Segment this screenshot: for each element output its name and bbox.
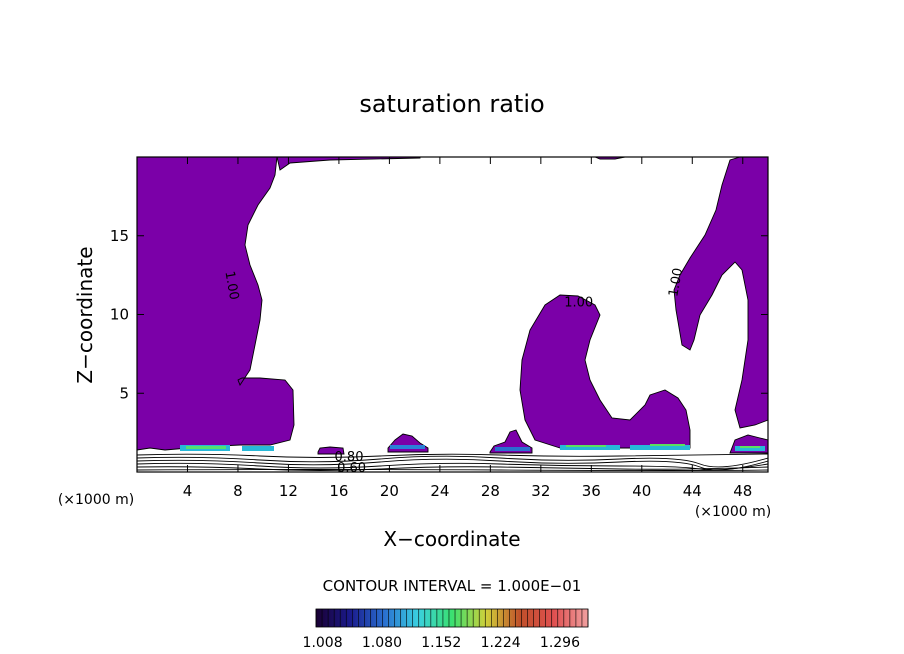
colorbar-labels: 1.008 1.080 1.152 1.224 1.296 (303, 635, 581, 651)
colorbar-ticks (315, 609, 589, 627)
contour-label: 0.80 (335, 450, 364, 465)
y-axis-label: Z−coordinate (73, 246, 97, 383)
x-tick-label: 32 (531, 482, 550, 500)
saturated-region-center (519, 294, 691, 449)
colorbar-swatch (316, 609, 588, 627)
x-tick-label: 16 (329, 482, 348, 500)
saturated-region-bump-1 (317, 446, 345, 455)
contour-label: 0.60 (337, 461, 366, 476)
plot-area: 1.00 1.00 1.00 0.800.60 (136, 156, 769, 476)
x-tick-label: 40 (632, 482, 651, 500)
x-tick-label: 8 (233, 482, 243, 500)
contour-interval-text: CONTOUR INTERVAL = 1.000E−01 (323, 577, 582, 595)
contour-label: 1.00 (221, 270, 241, 301)
surface-contour-lines (137, 453, 768, 471)
contour-label: 1.00 (564, 296, 593, 311)
colorbar: 1.008 1.080 1.152 1.224 1.296 (303, 608, 589, 651)
contour-fills (137, 157, 768, 471)
x-axis-ticks: 4 8 12 16 20 24 28 32 36 40 44 48 (183, 157, 752, 500)
x-tick-label: 44 (683, 482, 702, 500)
x-unit-right: (×1000 m) (695, 504, 771, 520)
x-tick-label: 28 (481, 482, 500, 500)
colorbar-label: 1.224 (481, 635, 521, 651)
high-saturation-streaks (180, 444, 765, 451)
y-tick-label: 10 (110, 306, 129, 324)
x-unit-left: (×1000 m) (58, 492, 134, 508)
colorbar-frame (315, 608, 589, 628)
colorbar-label: 1.296 (540, 635, 580, 651)
y-axis-ticks: 5 10 15 (110, 227, 768, 402)
x-tick-label: 4 (183, 482, 193, 500)
contour-label: 1.00 (666, 267, 686, 298)
y-tick-label: 5 (119, 384, 129, 402)
saturated-region-top (276, 157, 421, 171)
x-tick-label: 24 (430, 482, 449, 500)
colorbar-label: 1.080 (362, 635, 402, 651)
y-tick-label: 15 (110, 227, 129, 245)
chart-title: saturation ratio (359, 90, 544, 118)
saturated-region-right-arm (673, 157, 768, 429)
x-tick-label: 48 (733, 482, 752, 500)
x-tick-label: 36 (582, 482, 601, 500)
x-tick-label: 12 (279, 482, 298, 500)
colorbar-label: 1.008 (303, 635, 343, 651)
colorbar-label: 1.152 (421, 635, 461, 651)
x-axis-label: X−coordinate (383, 527, 520, 551)
x-tick-label: 20 (380, 482, 399, 500)
